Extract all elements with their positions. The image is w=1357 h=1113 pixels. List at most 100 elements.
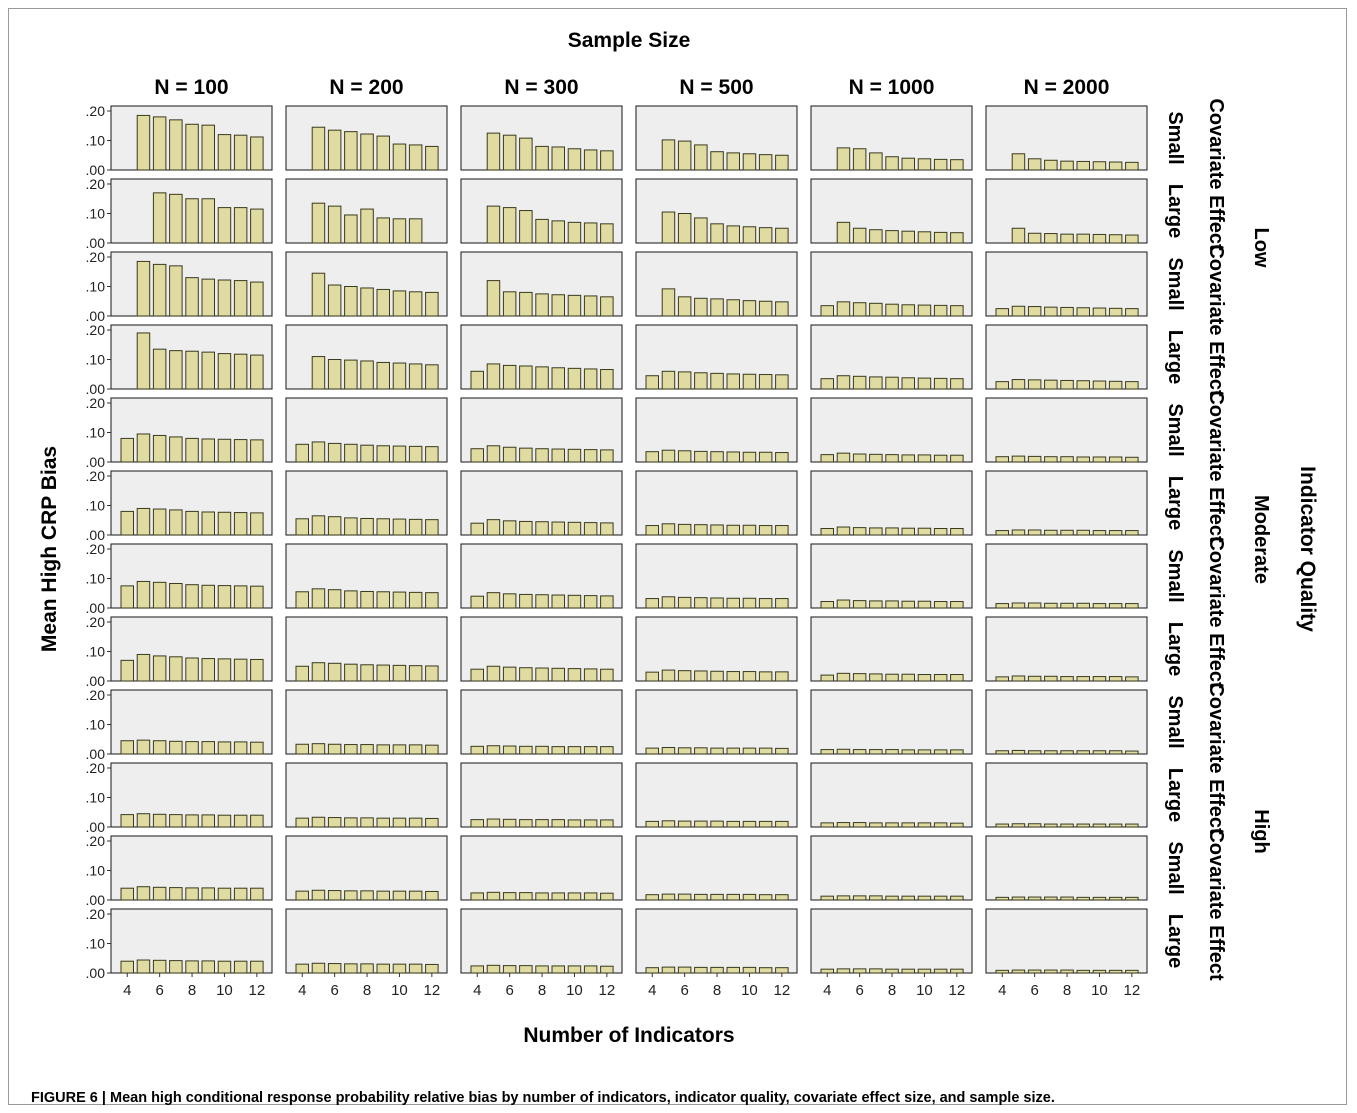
bar [645,671,659,682]
bar [1011,305,1026,317]
covariate-effect-label: Covariate Effect [1205,98,1227,251]
bar [995,308,1009,317]
bar [600,819,614,828]
bar [885,527,899,536]
bar [917,968,932,974]
covariate-effect-label: Covariate Effect [1205,536,1227,689]
bar [201,124,215,171]
bar [502,446,517,463]
bar [502,593,517,609]
bar [551,294,565,317]
y-tick-label: .20 [86,249,106,265]
bar [295,443,309,463]
panel-background [810,908,973,974]
bar [250,136,264,171]
panel-r1-c2 [285,105,448,171]
bar [852,895,867,901]
bar [885,822,899,828]
bar [820,674,834,682]
panel-r3-c6 [985,251,1148,317]
x-tick-label: 6 [330,982,338,999]
x-tick-label: 8 [888,982,896,999]
panel-background [985,835,1148,901]
bar [185,510,199,536]
bar [1011,455,1026,463]
bar [677,140,692,171]
bar [1076,380,1090,390]
bar [392,890,407,901]
bar [1108,823,1123,828]
bar [1125,381,1139,390]
bar [217,438,232,463]
bar [344,663,358,682]
bar [1108,969,1123,974]
panel-background [460,689,623,755]
bar [1060,896,1074,901]
panel-r9-c4 [635,689,798,755]
y-tick-label: .20 [86,687,106,703]
bar [1044,896,1058,901]
bar [425,592,439,609]
panel-r4-c6 [985,324,1148,390]
bar [1044,159,1058,171]
bar [1108,676,1123,682]
bar [551,746,565,755]
y-tick-label: .10 [86,279,106,295]
bar [836,822,851,828]
indicator-quality-label: Indicator Quality [1296,466,1319,632]
bar [567,148,582,171]
bar [425,744,439,755]
bar [600,746,614,755]
bar [726,966,740,974]
bar [376,288,390,317]
bar [201,511,215,536]
bar [1108,234,1123,244]
bar [169,814,183,828]
panel-r7-c2 [285,543,448,609]
bar [677,450,692,463]
bar [376,591,390,609]
bar [1011,227,1026,244]
bar [1027,675,1042,682]
bar [933,601,948,609]
bar [1044,969,1058,974]
bar [120,510,134,536]
bar [327,890,342,901]
y-axis-row-5: .00 .10 .20 [86,395,111,470]
bar [217,279,232,317]
bar [836,147,851,171]
bar [933,231,948,244]
bar [1092,750,1107,755]
bar [836,968,851,974]
bar [169,509,183,536]
bar [360,444,374,463]
bar [1060,529,1074,536]
bar [1044,750,1058,755]
bar [758,598,773,609]
bar [852,227,867,244]
x-tick-label: 12 [424,982,441,999]
panel-r8-c6 [985,616,1148,682]
y-tick-label: .00 [86,746,106,762]
bar [250,208,264,244]
panel-r11-c3 [460,835,623,901]
covariate-level-label: Large [1164,184,1186,238]
bar [136,260,151,317]
bar [295,963,309,974]
bar [885,968,899,974]
bar [217,960,232,974]
panel-background [635,908,798,974]
bar [1125,530,1139,536]
panel-r6-c4 [635,470,798,536]
panel-r8-c1 [110,616,273,682]
bar [169,265,183,317]
panel-r9-c2 [285,689,448,755]
bar [726,747,740,755]
bar [311,441,326,463]
bar [185,277,199,317]
bar [583,222,598,244]
x-tick-label: 12 [949,982,966,999]
bar [852,453,867,463]
bar [120,960,134,974]
x-tick-label: 8 [713,982,721,999]
